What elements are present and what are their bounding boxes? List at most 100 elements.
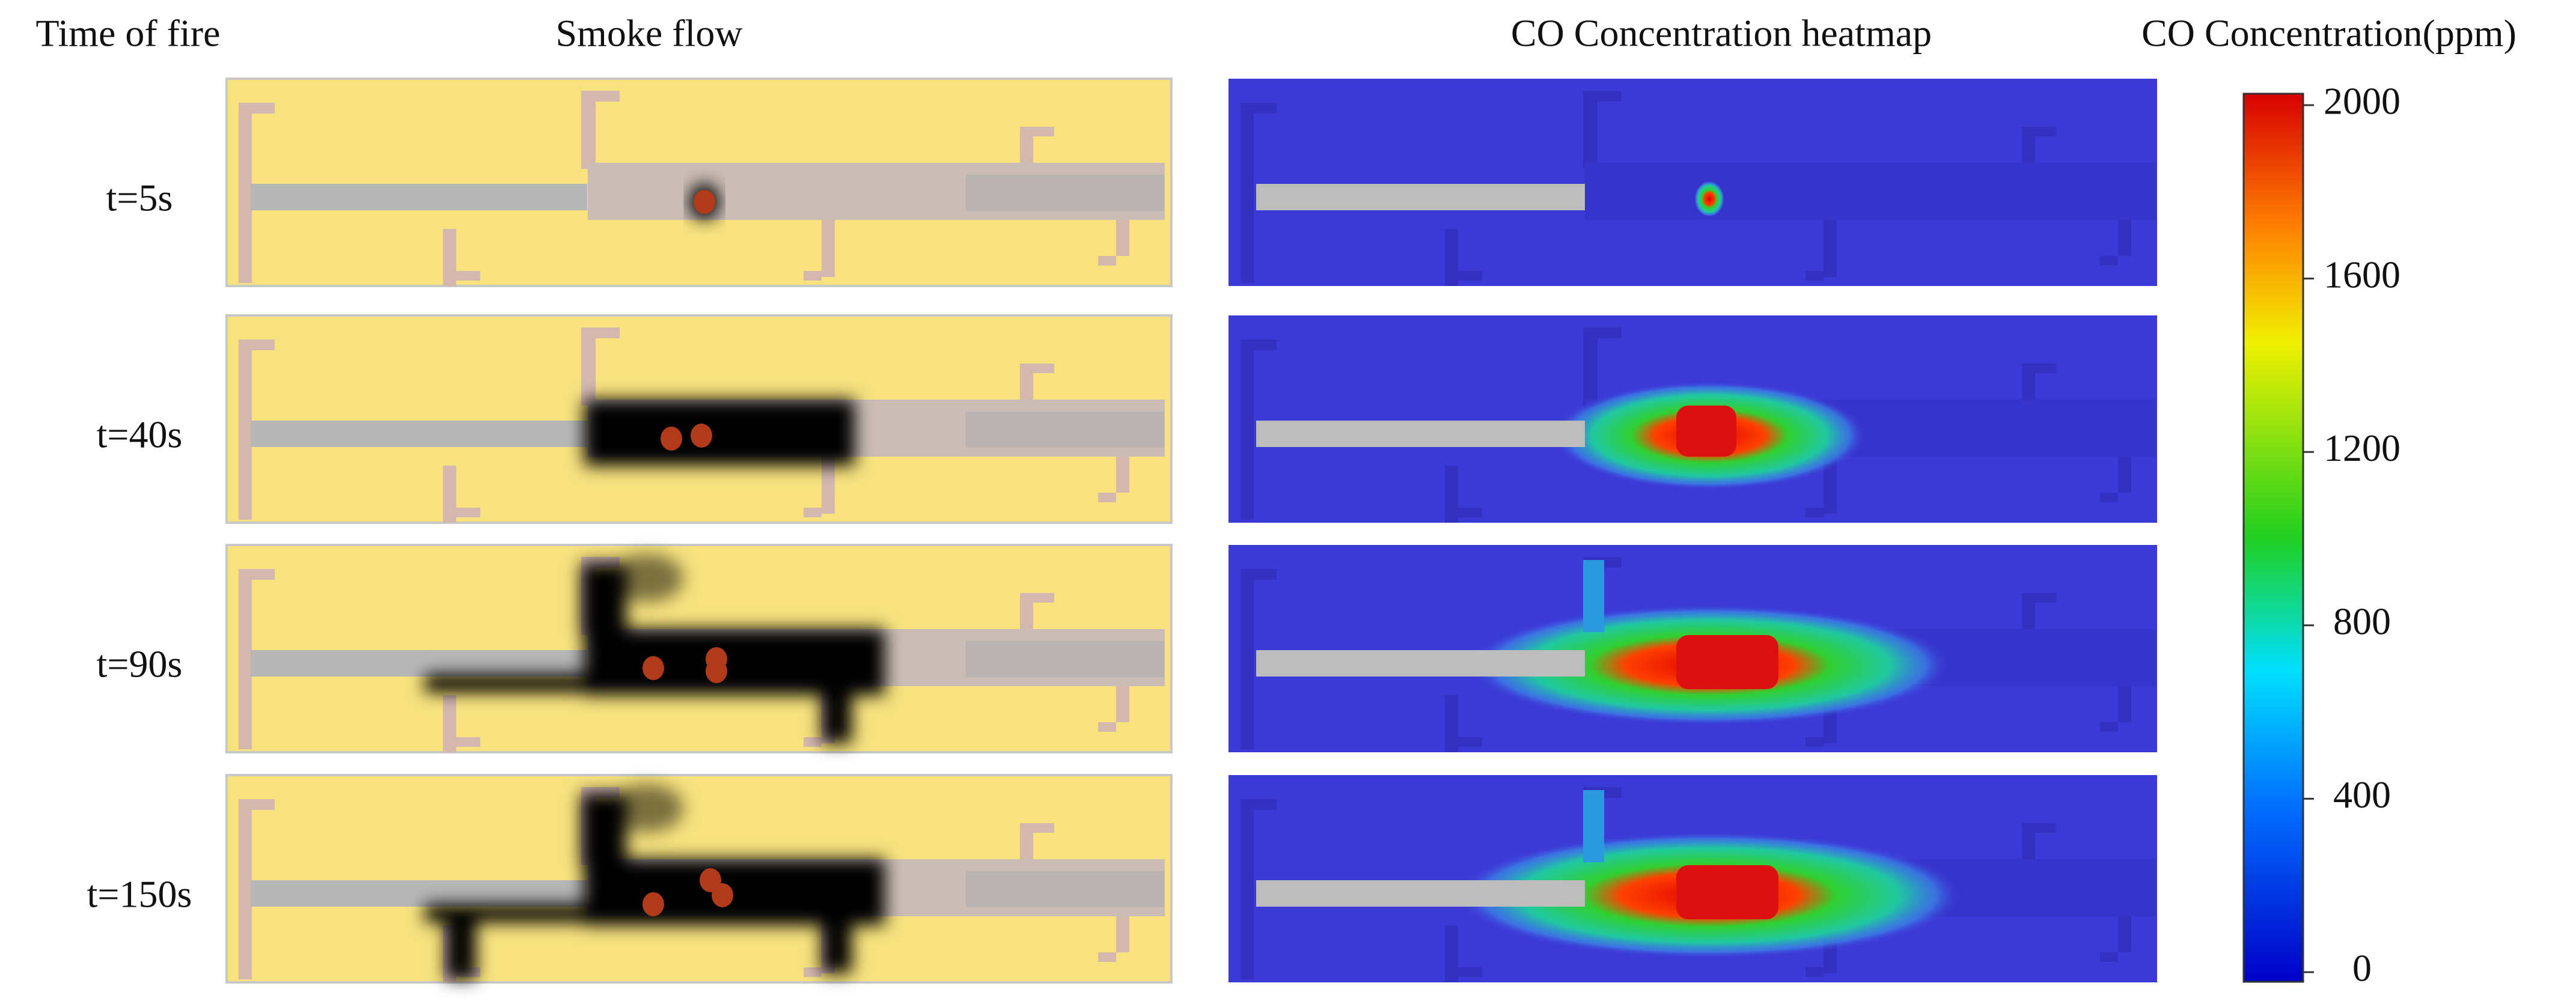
wall bbox=[456, 508, 480, 517]
wall bbox=[1098, 952, 1116, 962]
wall bbox=[1253, 799, 1277, 810]
corridor bbox=[966, 175, 1164, 211]
wall bbox=[1458, 508, 1482, 517]
co-plume bbox=[1583, 560, 1604, 632]
wall bbox=[1458, 271, 1482, 281]
column-header: CO Concentration heatmap bbox=[1511, 12, 1932, 55]
wall bbox=[1098, 722, 1116, 732]
smoke-body bbox=[425, 674, 665, 692]
smoke-body bbox=[584, 400, 855, 466]
smoke bbox=[425, 784, 885, 979]
wall bbox=[239, 799, 252, 979]
heatmap-panel bbox=[1228, 545, 2157, 752]
wall bbox=[2118, 220, 2131, 256]
wall bbox=[1116, 220, 1129, 256]
wall bbox=[1805, 271, 1824, 281]
wall bbox=[1253, 103, 1277, 114]
wall bbox=[1445, 925, 1458, 982]
wall bbox=[1033, 593, 1054, 603]
wall bbox=[1458, 737, 1482, 747]
wall bbox=[1116, 457, 1129, 493]
corridor bbox=[966, 412, 1164, 448]
wall bbox=[1020, 364, 1033, 406]
wall bbox=[1445, 695, 1458, 752]
wall bbox=[2022, 593, 2035, 635]
vent-bar bbox=[1256, 880, 1585, 907]
row-label: t=40s bbox=[97, 413, 183, 456]
smoke bbox=[425, 554, 885, 743]
colorbar-title: CO Concentration(ppm) bbox=[2141, 12, 2516, 55]
wall bbox=[1824, 220, 1837, 277]
wall bbox=[822, 457, 835, 514]
smoke-body bbox=[446, 913, 476, 979]
wall bbox=[1116, 916, 1129, 952]
wall bbox=[804, 737, 822, 747]
wall bbox=[251, 103, 275, 114]
wall bbox=[2022, 823, 2035, 865]
wall bbox=[1253, 339, 1277, 350]
fire bbox=[706, 659, 727, 683]
wall bbox=[1805, 967, 1824, 977]
wall bbox=[1020, 127, 1033, 169]
wall bbox=[239, 103, 252, 283]
colorbar-tick-label: 0 bbox=[2352, 947, 2372, 990]
smoke-panel bbox=[225, 774, 1173, 984]
vent-bar bbox=[1256, 184, 1585, 210]
wall bbox=[2022, 127, 2035, 169]
wall bbox=[804, 508, 822, 517]
wall bbox=[2100, 722, 2118, 732]
colorbar-tick-label: 800 bbox=[2333, 600, 2391, 642]
co-core bbox=[1676, 865, 1778, 919]
wall bbox=[2035, 593, 2056, 603]
smoke-blob bbox=[611, 784, 683, 832]
wall bbox=[822, 220, 835, 277]
heatmap-panel bbox=[1228, 315, 2157, 523]
wall bbox=[1020, 593, 1033, 635]
corridor bbox=[966, 871, 1164, 907]
wall bbox=[2035, 364, 2056, 373]
wall bbox=[1020, 823, 1033, 865]
fire bbox=[642, 892, 664, 916]
wall bbox=[1253, 569, 1277, 580]
co-plume bbox=[1583, 790, 1604, 862]
smoke-body bbox=[822, 683, 852, 743]
wall bbox=[581, 91, 596, 169]
smoke-blob bbox=[611, 554, 683, 602]
wall bbox=[1598, 91, 1622, 102]
heatmap-panel bbox=[1228, 79, 2157, 286]
colorbar bbox=[2242, 93, 2304, 983]
wall bbox=[456, 737, 480, 747]
fire bbox=[712, 883, 733, 907]
row-label: t=5s bbox=[106, 177, 173, 219]
wall bbox=[1583, 91, 1598, 169]
vent-bar bbox=[251, 880, 587, 907]
wall bbox=[1805, 508, 1824, 517]
vent-bar bbox=[1256, 650, 1585, 677]
vent-bar bbox=[251, 650, 587, 677]
vent-bar bbox=[251, 184, 587, 210]
wall bbox=[1116, 686, 1129, 722]
wall bbox=[1098, 256, 1116, 266]
wall bbox=[1033, 823, 1054, 833]
wall bbox=[2100, 952, 2118, 962]
fire bbox=[661, 427, 682, 451]
smoke-body bbox=[822, 913, 852, 973]
wall bbox=[2100, 493, 2118, 502]
wall bbox=[2118, 457, 2131, 493]
row-label: t=90s bbox=[97, 643, 183, 686]
heatmap-panel bbox=[1228, 775, 2157, 982]
row-label: t=150s bbox=[87, 873, 192, 916]
co-core bbox=[1676, 635, 1778, 689]
co-plume bbox=[1694, 181, 1724, 217]
fire bbox=[691, 424, 712, 448]
smoke-panel bbox=[225, 78, 1173, 287]
colorbar-tick-label: 1600 bbox=[2324, 253, 2401, 296]
wall bbox=[251, 339, 275, 350]
smoke-panel bbox=[225, 314, 1173, 524]
wall bbox=[443, 466, 456, 523]
colorbar-tick-label: 400 bbox=[2333, 773, 2391, 816]
wall bbox=[2035, 127, 2056, 136]
wall bbox=[251, 569, 275, 580]
fire bbox=[694, 190, 715, 214]
wall bbox=[804, 967, 822, 977]
